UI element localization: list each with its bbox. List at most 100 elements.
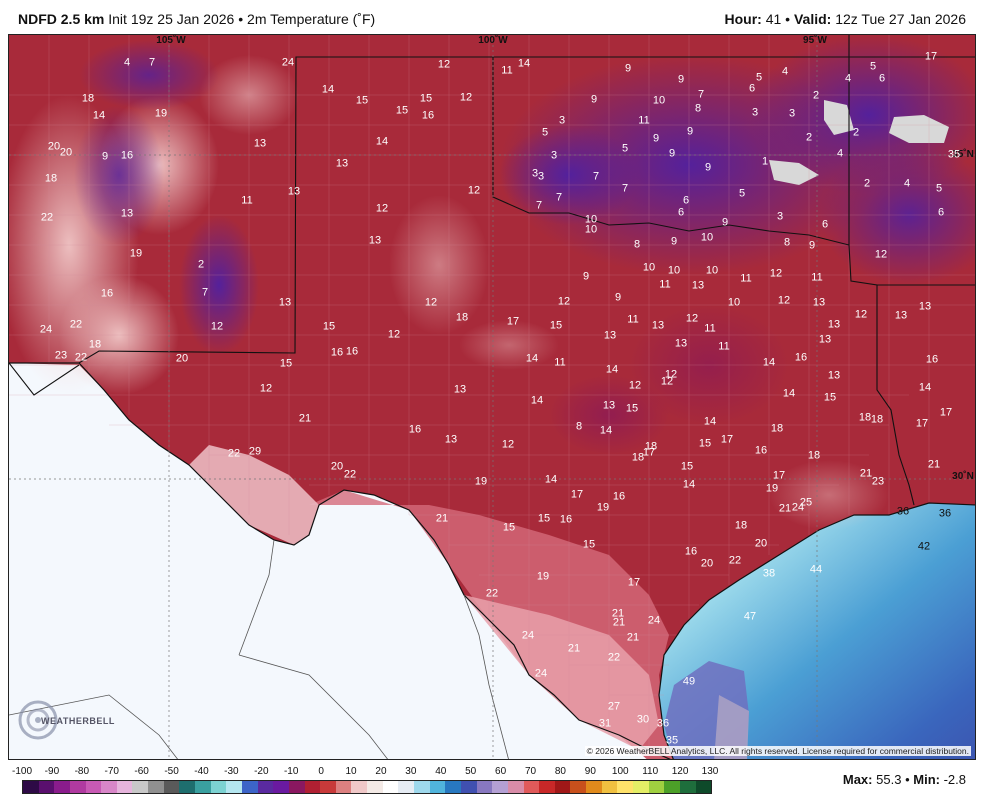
legend-tick-label: 40 [435, 766, 447, 777]
temperature-label: 21 [927, 458, 941, 471]
temperature-label: 13 [894, 309, 908, 322]
legend-color-swatch [398, 781, 415, 793]
coastline [658, 502, 975, 759]
temperature-label: 14 [682, 478, 696, 491]
temperature-label: 20 [175, 352, 189, 365]
temperature-label: 18 [88, 338, 102, 351]
temperature-label: 5 [621, 142, 629, 155]
temperature-label: 18 [770, 422, 784, 435]
temperature-label: 12 [210, 320, 224, 333]
temperature-label: 12 [777, 294, 791, 307]
legend-tick-label: 0 [318, 766, 324, 777]
temperature-label: 12 [854, 308, 868, 321]
temperature-label: 6 [937, 206, 945, 219]
temperature-label: 15 [322, 320, 336, 333]
temperature-label: 7 [535, 199, 543, 212]
temperature-label: 19 [129, 247, 143, 260]
temperature-label: 11 [627, 313, 639, 326]
temperature-label: 6 [677, 206, 685, 219]
temperature-label: 2 [805, 131, 813, 144]
temperature-label: 7 [148, 56, 156, 69]
temperature-map[interactable]: 105˚W 100˚W 95˚W 30˚N 35˚N 4 7 24 12 11 14 9 9 5… [8, 34, 976, 760]
temperature-label: 18 [81, 92, 95, 105]
legend-tick-label: -80 [74, 766, 90, 777]
temperature-label: 9 [582, 270, 590, 283]
temperature-label: 14 [762, 356, 776, 369]
legend-color-swatch [460, 781, 477, 793]
temperature-label: 20 [59, 146, 73, 159]
rio-grande-valley-warm [464, 595, 659, 750]
temperature-label: 12 [424, 296, 438, 309]
legend-color-swatch [586, 781, 602, 793]
temperature-label: 13 [827, 318, 841, 331]
temperature-label: 21 [626, 631, 640, 644]
logo-text: WEATHERBELL [41, 716, 115, 726]
nm-cold-zone [179, 215, 259, 355]
temperature-label: 13 [368, 234, 382, 247]
legend-color-swatch [85, 781, 102, 793]
temperature-label: 15 [502, 521, 516, 534]
temperature-label: 15 [419, 92, 433, 105]
temperature-label: 24 [521, 629, 535, 642]
temperature-label: 18 [631, 451, 645, 464]
temperature-label: 15 [355, 94, 369, 107]
temperature-label: 22 [728, 554, 742, 567]
temperature-label: 11 [241, 194, 253, 207]
legend-color-swatch [679, 781, 696, 793]
temperature-label: 13 [691, 279, 705, 292]
temperature-label: 14 [517, 57, 531, 70]
temperature-label: 15 [537, 512, 551, 525]
temperature-label: 5 [541, 126, 549, 139]
temperature-label: 14 [605, 363, 619, 376]
temperature-label: 19 [536, 570, 550, 583]
legend-color-swatch [664, 781, 680, 793]
temperature-label: 17 [642, 446, 656, 459]
temperature-label: 5 [755, 71, 763, 84]
temperature-label: 5 [869, 60, 877, 73]
temperature-label: 13 [674, 337, 688, 350]
temperature-label: 24 [647, 614, 661, 627]
temperature-label: 13 [827, 369, 841, 382]
mexico-state-borders [9, 539, 509, 759]
temperature-label: 47 [743, 610, 757, 623]
legend-color-swatch [241, 781, 258, 793]
legend-color-swatch [257, 781, 274, 793]
temperature-label: 4 [836, 147, 844, 160]
temperature-label: 14 [530, 394, 544, 407]
temperature-label: 17 [570, 488, 584, 501]
temperature-label: 11 [704, 322, 716, 335]
temperature-label: 9 [668, 147, 676, 160]
temperature-label: 13 [818, 333, 832, 346]
temperature-label: 14 [525, 352, 539, 365]
temperature-label: 30 [636, 713, 650, 726]
temperature-label: 12 [259, 382, 273, 395]
legend-color-swatch [695, 781, 712, 793]
legend-tick-label: -70 [104, 766, 119, 777]
legend-color-swatch [288, 781, 305, 793]
temperature-label: 15 [698, 437, 712, 450]
temperature-label: 19 [765, 482, 779, 495]
legend-tick-label: 60 [495, 766, 507, 777]
temperature-label: 24 [39, 323, 53, 336]
temperature-label: 13 [603, 329, 617, 342]
big-bend-warm [189, 445, 319, 545]
temperature-label: 14 [544, 473, 558, 486]
temperature-label: 2 [812, 89, 820, 102]
temperature-label: 10 [642, 261, 656, 274]
legend-color-swatch [367, 781, 383, 793]
legend-color-swatch [54, 781, 70, 793]
temperature-label: 17 [720, 433, 734, 446]
temperature-label: 23 [871, 475, 885, 488]
legend-tick-label: 20 [375, 766, 387, 777]
rio-grande-border [9, 362, 671, 759]
temperature-label: 15 [625, 402, 639, 415]
legend-color-swatch [414, 781, 430, 793]
temperature-label: 15 [823, 391, 837, 404]
temperature-label: 17 [915, 417, 929, 430]
temperature-label: 13 [278, 296, 292, 309]
legend-tick-label: 110 [642, 766, 659, 777]
temperature-label: 38 [762, 567, 776, 580]
temperature-label: 20 [47, 140, 61, 153]
temperature-label: 10 [584, 223, 598, 236]
max-label: Max: [842, 772, 873, 787]
